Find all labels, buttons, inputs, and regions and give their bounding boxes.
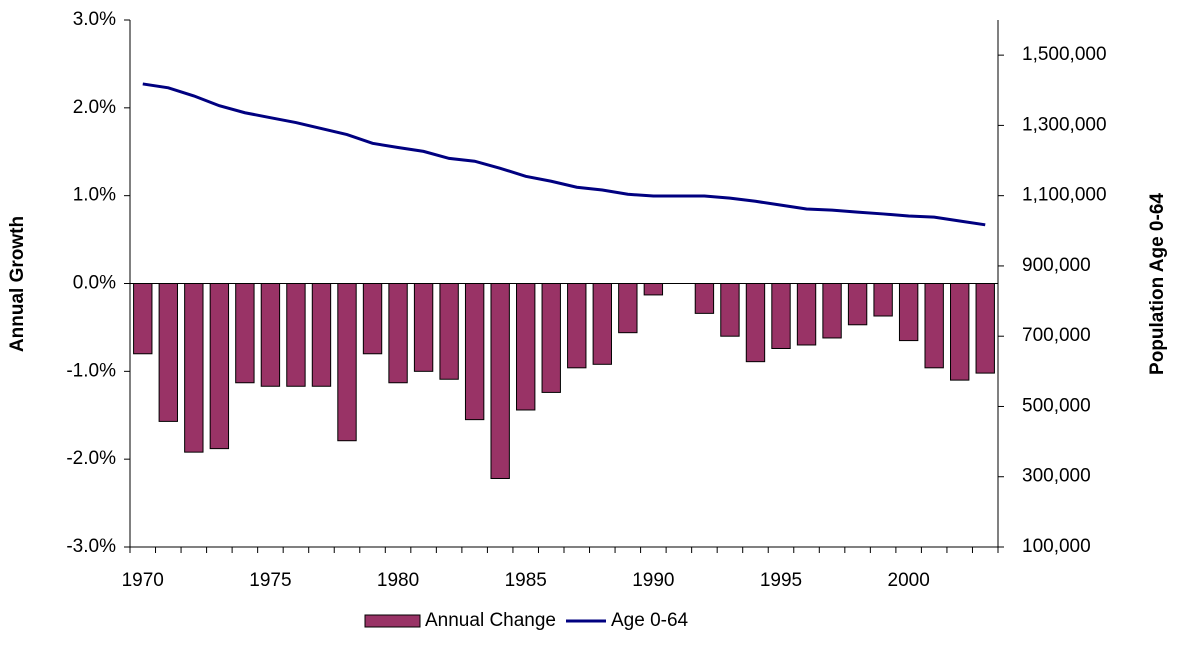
bar bbox=[439, 283, 459, 380]
bar bbox=[567, 283, 587, 369]
bar bbox=[388, 283, 408, 384]
legend-label: Age 0-64 bbox=[611, 610, 689, 631]
bar bbox=[362, 283, 383, 355]
bar bbox=[771, 283, 791, 349]
bar bbox=[158, 283, 178, 422]
bar bbox=[592, 283, 612, 365]
y2-tick-label: 100,000 bbox=[1022, 536, 1091, 557]
line bbox=[142, 82, 986, 227]
bar bbox=[413, 283, 434, 372]
y-tick-label: -1.0% bbox=[66, 360, 116, 381]
y2-tick-label: 700,000 bbox=[1022, 325, 1091, 346]
y2-axis-title: Population Age 0-64 bbox=[1147, 193, 1168, 375]
y2-tick-label: 1,500,000 bbox=[1022, 44, 1107, 65]
bar bbox=[950, 283, 970, 381]
y2-tick-label: 300,000 bbox=[1022, 466, 1091, 487]
bar bbox=[209, 283, 230, 450]
bar bbox=[924, 283, 944, 369]
y-tick-label: 1.0% bbox=[73, 185, 116, 206]
bar bbox=[873, 283, 893, 317]
x-tick-label: 1980 bbox=[377, 570, 419, 591]
bar bbox=[694, 283, 715, 314]
bar bbox=[898, 283, 919, 342]
bar bbox=[796, 283, 817, 346]
bar bbox=[260, 283, 281, 387]
y-tick-label: -2.0% bbox=[66, 448, 116, 469]
y-tick-label: 2.0% bbox=[73, 97, 116, 118]
x-tick-label: 1990 bbox=[632, 570, 674, 591]
bar bbox=[133, 283, 153, 355]
y2-tick-label: 1,300,000 bbox=[1022, 114, 1107, 135]
y-tick-label: -3.0% bbox=[66, 536, 116, 557]
bar bbox=[516, 283, 536, 411]
bar bbox=[541, 283, 561, 393]
legend-label: Annual Change bbox=[425, 610, 556, 631]
y-tick-label: 3.0% bbox=[73, 9, 116, 30]
bar bbox=[286, 283, 306, 387]
x-tick-label: 1985 bbox=[505, 570, 547, 591]
bar bbox=[337, 283, 357, 442]
bar bbox=[235, 283, 255, 384]
y-axis-title: Annual Growth bbox=[7, 216, 28, 352]
bar bbox=[822, 283, 842, 339]
bar bbox=[975, 283, 995, 374]
legend-swatch bbox=[364, 614, 421, 628]
x-tick-label: 1995 bbox=[760, 570, 802, 591]
bar bbox=[720, 283, 740, 337]
y2-tick-label: 900,000 bbox=[1022, 255, 1091, 276]
bar bbox=[745, 283, 766, 363]
bar bbox=[464, 283, 485, 421]
y2-tick-label: 1,100,000 bbox=[1022, 185, 1107, 206]
bar bbox=[311, 283, 332, 387]
bar bbox=[618, 283, 638, 334]
bar bbox=[184, 283, 204, 453]
bar bbox=[847, 283, 868, 326]
y2-tick-label: 500,000 bbox=[1022, 395, 1091, 416]
x-tick-label: 1975 bbox=[249, 570, 291, 591]
bar bbox=[643, 283, 664, 296]
x-tick-label: 2000 bbox=[888, 570, 930, 591]
x-tick-label: 1970 bbox=[122, 570, 164, 591]
bar bbox=[490, 283, 510, 479]
y-tick-label: 0.0% bbox=[73, 273, 116, 294]
